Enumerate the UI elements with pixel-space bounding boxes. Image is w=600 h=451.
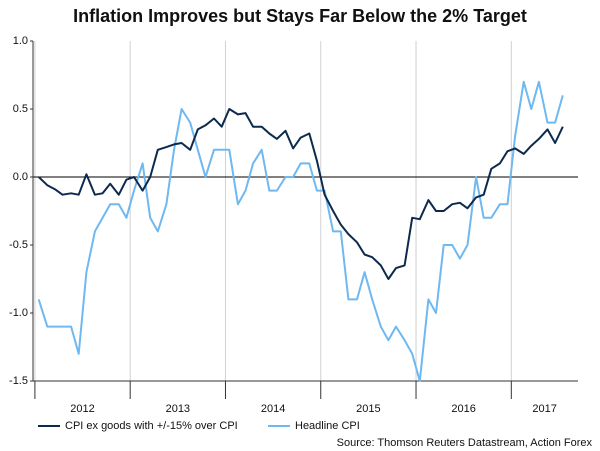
series-line [37, 80, 564, 382]
y-tick-label: 0.5 [13, 103, 28, 115]
y-tick-label: -1.5 [9, 375, 28, 387]
chart-title: Inflation Improves but Stays Far Below t… [73, 6, 527, 26]
source-note: Source: Thomson Reuters Datastream, Acti… [337, 437, 593, 449]
x-tick-label: 2012 [70, 403, 94, 415]
y-tick-label: -0.5 [9, 239, 28, 251]
x-tick-label: 2015 [356, 403, 380, 415]
y-tick-label: -1.0 [9, 307, 28, 319]
series-line [38, 108, 564, 280]
x-tick-label: 2017 [532, 403, 556, 415]
x-tick-label: 2016 [451, 403, 475, 415]
legend-label: CPI ex goods with +/-15% over CPI [65, 420, 238, 432]
y-tick-label: 1.0 [13, 35, 28, 47]
x-tick-label: 2013 [166, 403, 190, 415]
x-tick-label: 2014 [261, 403, 285, 415]
legend-label: Headline CPI [295, 420, 360, 432]
y-tick-label: 0.0 [13, 171, 28, 183]
